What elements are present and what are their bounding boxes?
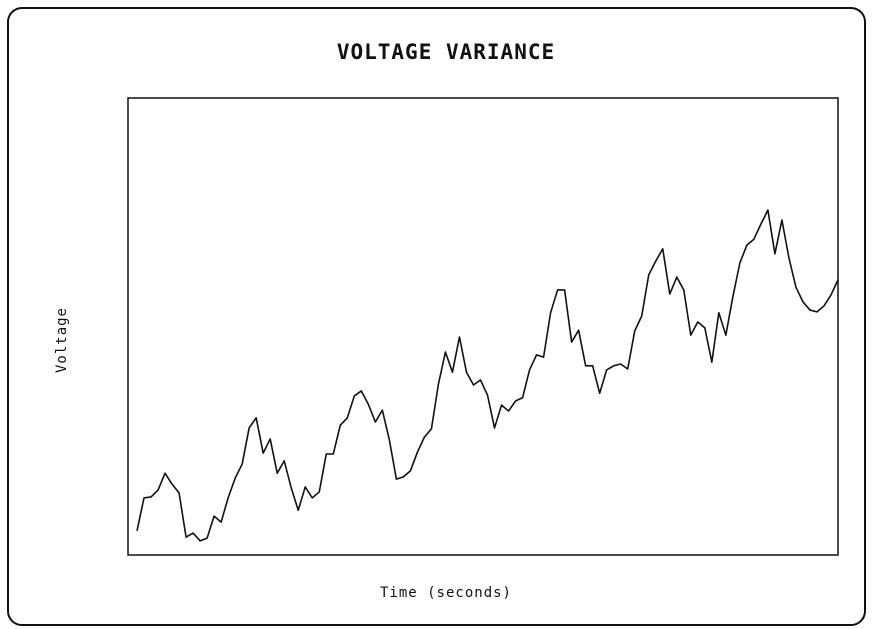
voltage-line: [136, 209, 839, 542]
chart-title: VOLTAGE VARIANCE: [337, 40, 555, 64]
screen-frame: [7, 7, 866, 626]
x-axis-label: Time (seconds): [380, 585, 512, 601]
plot-frame: [127, 97, 839, 556]
y-axis-label: Voltage: [54, 307, 70, 373]
